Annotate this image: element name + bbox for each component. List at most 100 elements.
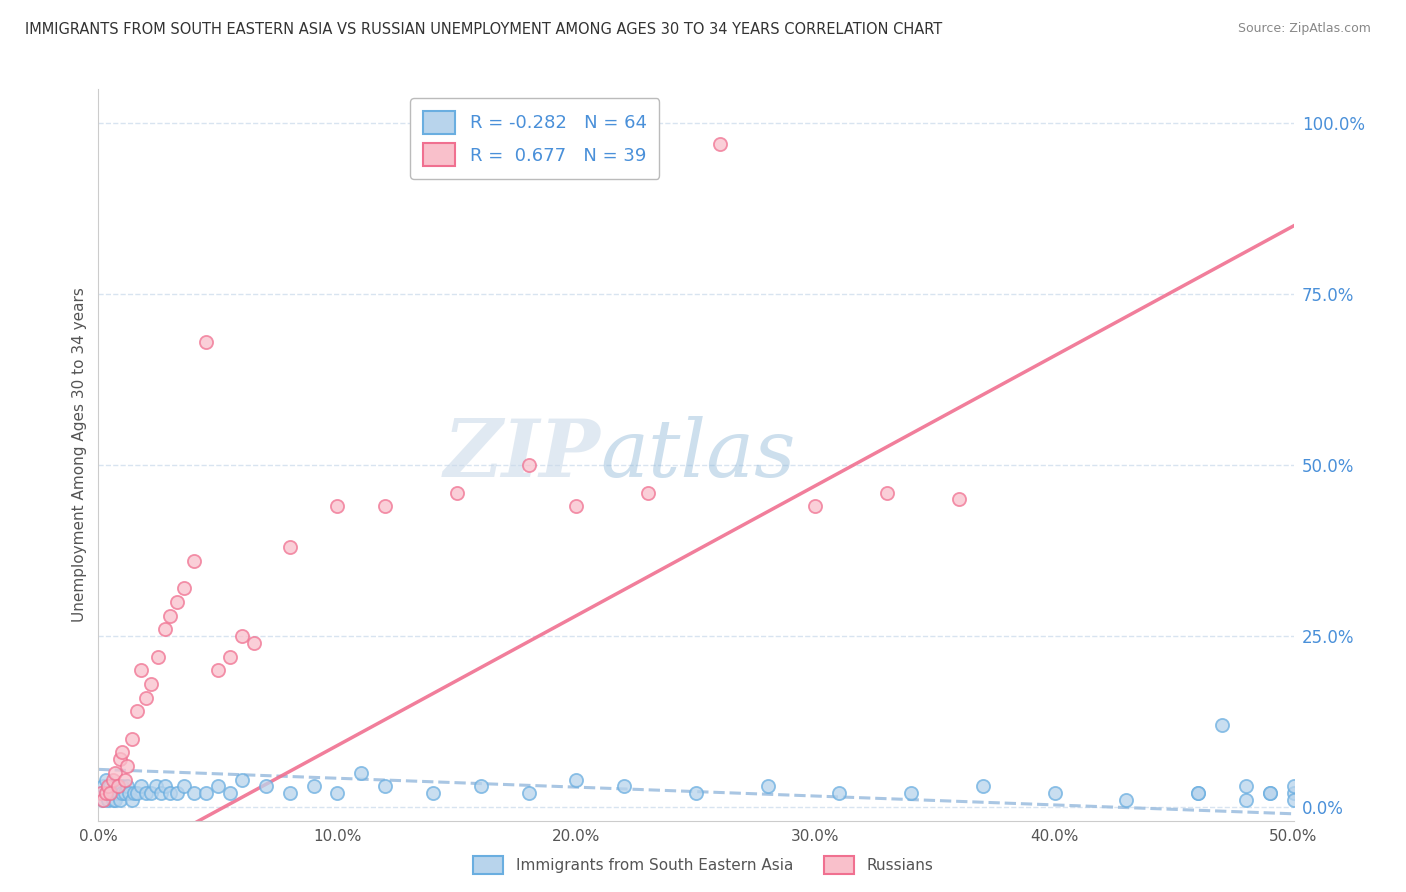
Point [91,793,114,807]
Point [135,690,157,705]
Point [101,772,124,787]
Legend: R = -0.282   N = 64, R =  0.677   N = 39: R = -0.282 N = 64, R = 0.677 N = 39 [411,98,659,179]
Point [104,793,127,807]
Point [104,765,127,780]
Point [804,499,827,513]
Point [231,772,253,787]
Point [219,786,242,800]
Point [637,485,659,500]
Point [1211,718,1233,732]
Point [145,780,167,794]
Point [90,786,112,800]
Point [94,786,117,800]
Point [173,581,195,595]
Point [115,780,138,794]
Point [422,786,444,800]
Point [98,780,122,794]
Point [1187,786,1209,800]
Point [374,780,396,794]
Point [565,772,588,787]
Point [195,335,218,350]
Point [94,772,117,787]
Point [131,663,153,677]
Point [374,499,396,513]
Point [1258,786,1281,800]
Point [98,786,122,800]
Point [101,793,124,807]
Point [115,759,138,773]
Point [97,780,120,794]
Text: ZIP: ZIP [443,417,600,493]
Point [948,492,970,507]
Point [183,554,205,568]
Point [1282,793,1305,807]
Point [1282,780,1305,794]
Point [1234,793,1257,807]
Point [1187,786,1209,800]
Point [114,772,136,787]
Point [108,752,131,766]
Point [685,786,707,800]
Legend: Immigrants from South Eastern Asia, Russians: Immigrants from South Eastern Asia, Russ… [467,850,939,880]
Point [278,786,301,800]
Point [207,780,229,794]
Point [709,136,731,151]
Point [972,780,994,794]
Point [111,745,134,759]
Point [231,629,253,643]
Point [173,780,195,794]
Point [900,786,922,800]
Point [149,786,172,800]
Point [350,765,373,780]
Point [207,663,229,677]
Point [195,786,218,800]
Point [111,780,134,794]
Point [613,780,636,794]
Point [125,704,148,718]
Text: IMMIGRANTS FROM SOUTH EASTERN ASIA VS RUSSIAN UNEMPLOYMENT AMONG AGES 30 TO 34 Y: IMMIGRANTS FROM SOUTH EASTERN ASIA VS RU… [25,22,942,37]
Point [828,786,851,800]
Point [1282,786,1305,800]
Point [131,780,153,794]
Point [94,786,117,800]
Point [166,786,188,800]
Point [166,595,188,609]
Point [125,786,148,800]
Point [876,485,898,500]
Point [121,731,143,746]
Point [470,780,492,794]
Point [139,786,162,800]
Point [114,786,136,800]
Point [159,786,181,800]
Point [97,793,120,807]
Point [108,793,131,807]
Point [104,780,127,794]
Point [254,780,277,794]
Point [101,786,124,800]
Point [326,786,349,800]
Point [91,793,114,807]
Point [124,786,146,800]
Text: Source: ZipAtlas.com: Source: ZipAtlas.com [1237,22,1371,36]
Point [756,780,779,794]
Point [155,780,177,794]
Point [91,780,114,794]
Point [118,786,141,800]
Point [107,786,129,800]
Point [148,649,170,664]
Point [159,608,181,623]
Point [326,499,349,513]
Point [243,636,266,650]
Point [155,622,177,636]
Point [446,485,468,500]
Point [135,786,157,800]
Y-axis label: Unemployment Among Ages 30 to 34 years: Unemployment Among Ages 30 to 34 years [72,287,87,623]
Point [121,793,143,807]
Point [107,780,129,794]
Point [302,780,325,794]
Point [183,786,205,800]
Point [517,786,540,800]
Point [90,786,112,800]
Point [111,786,134,800]
Text: atlas: atlas [600,417,796,493]
